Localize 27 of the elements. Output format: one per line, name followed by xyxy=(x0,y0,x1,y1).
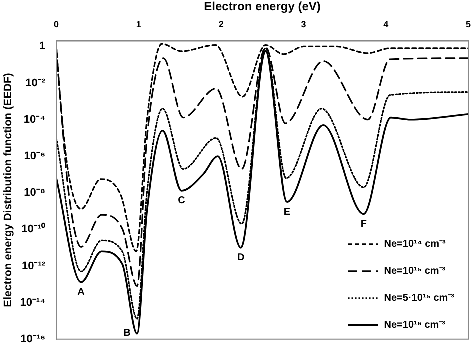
x-tick-label: 4 xyxy=(384,19,389,30)
legend-label: Ne=10¹⁵ cm⁻³ xyxy=(384,266,446,278)
annotation: D xyxy=(237,252,245,264)
legend-label: Ne=5·10¹⁵ cm⁻³ xyxy=(384,293,456,304)
y-tick-label: 10⁻¹⁶ xyxy=(20,333,46,346)
annotation: C xyxy=(178,196,186,207)
x-tick-label: 3 xyxy=(301,19,306,30)
y-tick-label: 1 xyxy=(39,40,46,53)
y-tick-label: 10⁻⁸ xyxy=(24,187,46,200)
annotation: E xyxy=(284,206,291,218)
legend-label: Ne=10¹⁶ cm⁻³ xyxy=(384,320,446,332)
x-tick-label: 2 xyxy=(218,19,224,30)
legend-label: Ne=10¹⁴ cm⁻³ xyxy=(384,239,447,250)
x-tick-label: 5 xyxy=(466,19,472,30)
y-tick-label: 10⁻² xyxy=(26,77,46,90)
annotation: A xyxy=(78,287,85,298)
y-tick-label: 10⁻⁴ xyxy=(24,114,46,126)
y-tick-label: 10⁻¹² xyxy=(22,260,46,272)
x-tick-label: 1 xyxy=(136,19,142,30)
y-tick-label: 10⁻¹⁴ xyxy=(20,296,46,309)
y-tick-label: 10⁻¹⁰ xyxy=(22,222,46,236)
x-tick-label: 0 xyxy=(54,19,60,30)
x-axis-title: Electron energy (eV) xyxy=(204,0,321,14)
y-axis-title: Electron energy Distribution function (EEDF) xyxy=(2,72,15,308)
annotation: B xyxy=(124,328,131,340)
annotation: F xyxy=(360,218,367,230)
y-tick-label: 10⁻⁶ xyxy=(24,150,46,162)
